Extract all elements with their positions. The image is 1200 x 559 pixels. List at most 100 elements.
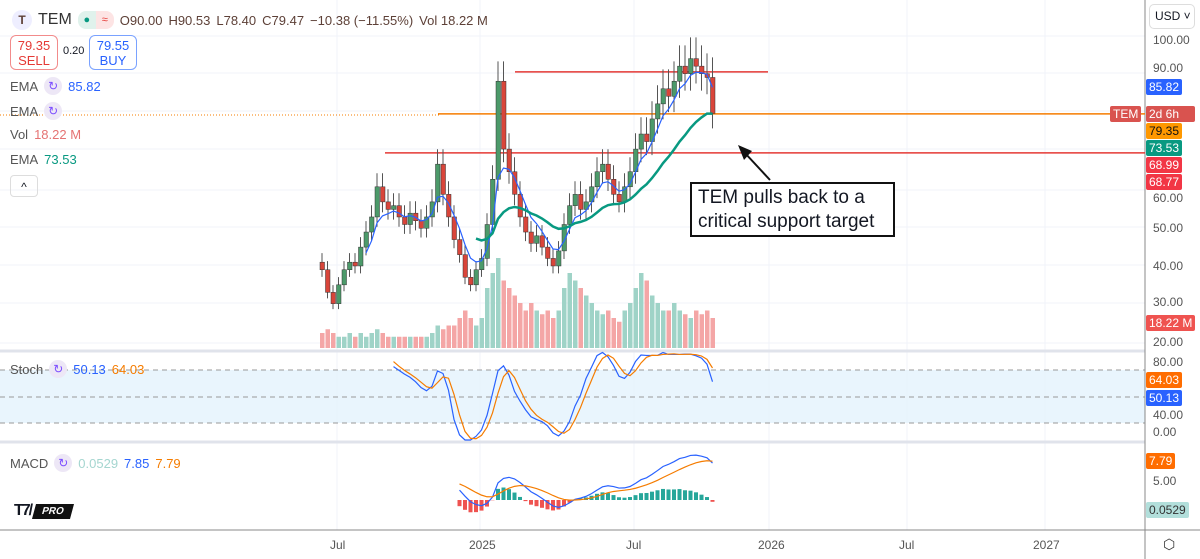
candle-body — [473, 269, 479, 286]
candle-body — [330, 292, 336, 304]
volume-bar — [364, 336, 369, 348]
macd-histogram-bar — [507, 489, 511, 500]
candle-body — [341, 269, 347, 286]
volume-bar — [430, 333, 435, 348]
ema3-value: 73.53 — [44, 152, 77, 167]
volume-bar — [419, 336, 424, 348]
macd-histogram-bar — [611, 495, 616, 500]
macd-histogram-bar — [468, 500, 473, 513]
candle-body — [363, 231, 369, 248]
macd-line-value: 7.85 — [124, 455, 150, 471]
symbol-header: T TEM ● ≈ O90.00 H90.53 L78.40 C79.47 −10… — [12, 10, 488, 30]
collapse-legend-button[interactable]: ^ — [10, 175, 38, 197]
candle-body — [369, 216, 375, 233]
macd-histogram-bar — [633, 495, 638, 500]
symbol-name[interactable]: TEM — [38, 11, 72, 28]
macd-histogram-bar — [644, 492, 649, 500]
macd-histogram-bar — [639, 493, 643, 500]
time-tick: 2027 — [1033, 538, 1060, 552]
sell-button[interactable]: 79.35 SELL — [10, 35, 58, 70]
macd-histogram-bar — [628, 497, 632, 500]
refresh-icon[interactable]: ↻ — [44, 77, 63, 95]
volume-bar — [435, 325, 440, 348]
volume-bar — [342, 336, 347, 348]
price-tick: 60.00 — [1153, 191, 1184, 205]
market-status[interactable]: ● ≈ — [77, 11, 114, 29]
sell-price: 79.35 — [17, 38, 51, 53]
stoch-label: Stoch — [10, 361, 44, 377]
volume-bar — [633, 288, 638, 348]
currency-select[interactable]: USD ˅ — [1149, 4, 1195, 29]
vol-legend-value: 18.22 M — [34, 127, 82, 142]
stoch-tick: 0.00 — [1153, 425, 1177, 439]
ohlc-change: −10.38 (−11.55%) — [310, 12, 414, 28]
candle-body — [605, 163, 611, 180]
settings-icon[interactable]: ⬡ — [1163, 536, 1176, 552]
refresh-icon[interactable]: ↻ — [54, 454, 73, 472]
price-tick: 30.00 — [1153, 295, 1184, 309]
candle-body — [545, 246, 551, 259]
sell-label: SELL — [18, 53, 50, 68]
volume-bar — [424, 336, 429, 348]
candle-body — [440, 163, 446, 195]
ema3-label: EMA — [10, 152, 39, 167]
refresh-icon[interactable]: ↻ — [49, 360, 68, 378]
candle-body — [528, 231, 534, 244]
volume-bar — [611, 318, 616, 348]
candle-body — [446, 194, 452, 218]
candle-body — [418, 220, 424, 229]
ema3-legend[interactable]: EMA 73.53 — [10, 152, 77, 167]
price-tick: 40.00 — [1153, 259, 1184, 273]
vol-legend[interactable]: Vol 18.22 M — [10, 127, 81, 142]
volume-bar — [578, 288, 583, 348]
volume-bar — [518, 303, 523, 348]
macd-histogram-bar — [617, 497, 621, 500]
ema1-legend[interactable]: EMA ↻ 85.82 — [10, 77, 101, 95]
volume-bar — [677, 310, 682, 348]
volume-bar — [446, 325, 451, 348]
level-price-tag: 68.77 — [1146, 174, 1183, 190]
price-tick: 100.00 — [1153, 33, 1190, 47]
candle-body — [578, 194, 584, 210]
candle-body — [677, 65, 683, 82]
stoch-legend[interactable]: Stoch ↻ 50.13 64.03 — [10, 360, 144, 378]
volume-bar — [650, 295, 655, 348]
volume-bar — [589, 303, 594, 348]
macd-legend[interactable]: MACD ↻ 0.0529 7.85 7.79 — [10, 454, 181, 472]
annotation-callout[interactable]: TEM pulls back to a critical support tar… — [690, 182, 895, 237]
volume-bar — [320, 333, 325, 348]
candle-body — [556, 250, 562, 267]
volume-bar — [402, 336, 407, 348]
volume-bar — [353, 336, 358, 348]
volume-bar — [380, 333, 385, 348]
vol-label: Vol — [419, 12, 438, 28]
volume-bar — [584, 295, 589, 348]
macd-histogram-bar — [518, 496, 522, 500]
buy-button[interactable]: 79.55 BUY — [89, 35, 137, 70]
ema2-legend[interactable]: EMA ↻ — [10, 102, 63, 120]
ohlc-close: C79.47 — [262, 12, 305, 28]
ohlc-low: L78.40 — [216, 12, 257, 28]
candle-body — [462, 254, 468, 278]
volume-bar — [468, 318, 473, 348]
volume-bar — [386, 336, 391, 348]
volume-bar — [336, 336, 341, 348]
macd-histogram-bar — [688, 490, 693, 500]
volume-bar — [358, 333, 363, 348]
volume-bar — [699, 314, 704, 348]
macd-signal-line — [459, 460, 713, 501]
candle-body — [468, 277, 474, 286]
volume-bar — [644, 280, 649, 348]
volume-bar — [688, 318, 693, 348]
candle-body — [550, 258, 556, 267]
candle-body — [561, 224, 567, 252]
macd-histogram-bar — [666, 489, 671, 500]
refresh-icon[interactable]: ↻ — [44, 102, 63, 120]
ema1-price-tag: 85.82 — [1146, 79, 1183, 95]
volume-bar — [474, 325, 479, 348]
volume-bar — [529, 303, 534, 348]
volume-bar — [325, 329, 330, 348]
macd-histogram-bar — [650, 491, 654, 500]
macd-histogram-bar — [457, 500, 462, 507]
